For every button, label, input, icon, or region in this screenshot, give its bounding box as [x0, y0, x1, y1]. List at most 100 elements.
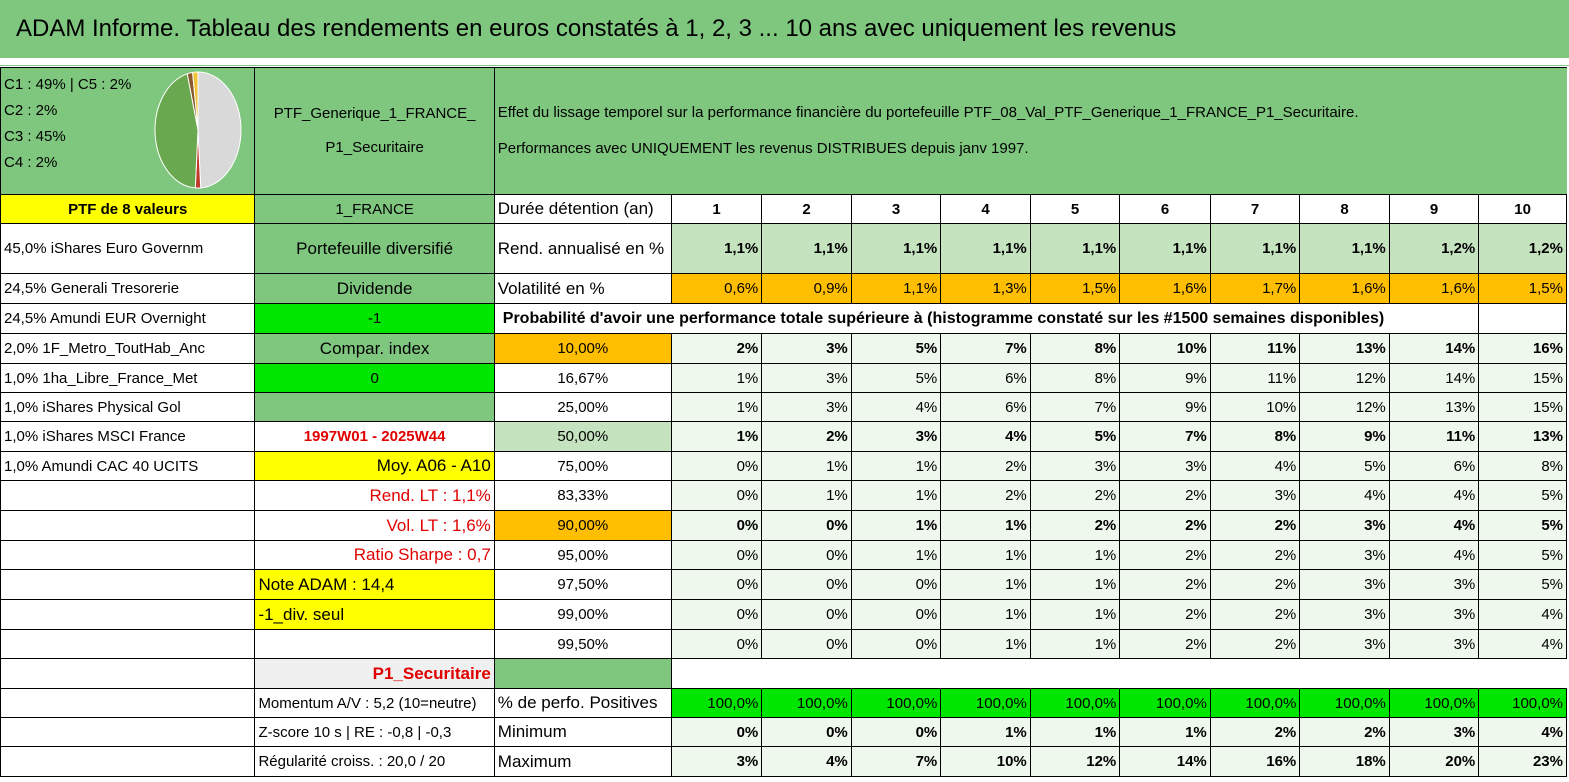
quantile-row: 1,0% iShares Physical Gol 25,00% 1% 3% 4% 6% 7…	[0, 392, 1567, 422]
quantile-value: 7%	[940, 333, 1031, 364]
empty-cell	[0, 480, 256, 511]
year-header: 10	[1478, 194, 1567, 224]
quantile-value: 3%	[1299, 510, 1390, 541]
empty-cell	[0, 510, 256, 541]
holding-item: 2,0% 1F_Metro_ToutHab_Anc	[0, 333, 256, 364]
minus-one-value: -1	[254, 303, 495, 334]
dividend-label: Dividende	[254, 273, 495, 304]
minimum-value: 2%	[1299, 717, 1390, 747]
minimum-value: 0%	[670, 717, 763, 747]
quantile-value: 4%	[1478, 629, 1567, 659]
empty-cell	[254, 629, 495, 659]
positive-row: Momentum A/V : 5,2 (10=neutre)% de perfo…	[0, 688, 1567, 718]
quantile-value: 2%	[1119, 540, 1211, 570]
minimum-value: 0%	[761, 717, 852, 747]
maximum-value: 3%	[670, 746, 763, 777]
quantile-value: 1%	[940, 599, 1031, 630]
quantile-value: 10%	[1209, 392, 1301, 422]
volatility-value: 1,1%	[850, 273, 942, 304]
quantile-value: 0%	[670, 540, 763, 570]
quantile-value: 3%	[1299, 540, 1390, 570]
return-row: 45,0% iShares Euro Governm Portefeuille d…	[0, 223, 1567, 274]
quantile-value: 0%	[850, 569, 942, 600]
probability-header-row: 24,5% Amundi EUR Overnight -1 Probabilité …	[0, 303, 1567, 334]
quantile-value: 0%	[670, 599, 763, 630]
quantile-value: 1%	[850, 510, 942, 541]
quantile-value: 3%	[1209, 480, 1301, 511]
minimum-value: 0%	[850, 717, 942, 747]
quantile-value: 2%	[1119, 629, 1211, 659]
quantile-value: 4%	[850, 392, 942, 422]
year-header: 7	[1209, 194, 1301, 224]
holding-item: 1,0% 1ha_Libre_France_Met	[0, 363, 256, 393]
empty-cell	[671, 658, 1567, 689]
years-header-row: PTF de 8 valeurs 1_FRANCE Durée détention …	[0, 194, 1567, 224]
return-value: 1,1%	[761, 223, 852, 274]
average-label: Moy. A06 - A10	[254, 451, 495, 481]
quantile-label: 99,00%	[493, 599, 672, 630]
quantile-label: 25,00%	[493, 392, 672, 422]
year-header: 6	[1119, 194, 1211, 224]
quantile-value: 2%	[1209, 599, 1301, 630]
year-header: 2	[761, 194, 852, 224]
empty-green-cell	[493, 658, 672, 689]
positive-value: 100,0%	[1478, 688, 1567, 718]
dividend-only-label: -1_div. seul	[254, 599, 495, 630]
quantile-value: 0%	[670, 510, 763, 541]
quantile-value: 1%	[1029, 540, 1121, 570]
quantile-value: 0%	[850, 599, 942, 630]
quantile-value: 3%	[1388, 629, 1480, 659]
quantile-value: 2%	[1029, 480, 1121, 511]
quantile-value: 8%	[1029, 333, 1121, 364]
volatility-value: 0,6%	[670, 273, 763, 304]
quantile-value: 5%	[1478, 569, 1567, 600]
quantile-value: 13%	[1478, 421, 1567, 452]
portfolio-name-cell: PTF_Generique_1_FRANCE_ P1_Securitaire	[254, 67, 495, 195]
quantile-row: 99,50% 0% 0% 0% 1% 1% 2% 2% 3% 3% 4%	[0, 629, 1567, 659]
quantile-row: Note ADAM : 14,4 97,50% 0% 0% 0% 1% 1% 2% 2% 3% 3%…	[0, 569, 1567, 600]
quantile-value: 3%	[761, 363, 852, 393]
legend-line: C2 : 2%	[4, 102, 58, 119]
positive-value: 100,0%	[940, 688, 1031, 718]
quantile-value: 5%	[1299, 451, 1390, 481]
quantile-value: 1%	[850, 451, 942, 481]
quantile-label: 95,00%	[493, 540, 672, 570]
quantile-value: 0%	[670, 480, 763, 511]
quantile-value: 3%	[761, 333, 852, 364]
portfolio-count-label: PTF de 8 valeurs	[0, 194, 256, 224]
return-value: 1,1%	[1209, 223, 1301, 274]
quantile-value: 3%	[1299, 599, 1390, 630]
quantile-row: 1,0% 1ha_Libre_France_Met 0 16,67% 1% 3% 5% 6%…	[0, 363, 1567, 393]
quantile-value: 4%	[1209, 451, 1301, 481]
diversified-label: Portefeuille diversifié	[254, 223, 495, 274]
quantile-value: 3%	[1299, 629, 1390, 659]
quantile-value: 0%	[850, 629, 942, 659]
quantile-value: 2%	[761, 421, 852, 452]
quantile-value: 1%	[850, 540, 942, 570]
pie-slice-c5	[192, 71, 199, 131]
empty-cell	[0, 658, 256, 689]
quantile-value: 13%	[1388, 392, 1480, 422]
period-label: 1997W01 - 2025W44	[254, 421, 495, 452]
maximum-value: 20%	[1388, 746, 1480, 777]
volatility-label: Volatilité en %	[493, 273, 672, 304]
positive-label: % de perfo. Positives	[493, 688, 672, 718]
quantile-value: 2%	[1209, 569, 1301, 600]
probability-label: Probabilité d'avoir une performance tota…	[493, 303, 1479, 334]
year-header: 9	[1388, 194, 1480, 224]
positive-value: 100,0%	[1388, 688, 1480, 718]
quantile-label: 90,00%	[493, 510, 672, 541]
positive-value: 100,0%	[1029, 688, 1121, 718]
compar-index-label: Compar. index	[254, 333, 495, 364]
return-value: 1,1%	[1119, 223, 1211, 274]
legend-line: C1 : 49% | C5 : 2%	[4, 76, 132, 93]
quantile-row: 1,0% Amundi CAC 40 UCITS Moy. A06 - A10 75…	[0, 451, 1567, 481]
positive-value: 100,0%	[670, 688, 763, 718]
quantile-value: 6%	[1388, 451, 1480, 481]
profile-row: P1_Securitaire	[0, 658, 1567, 689]
momentum-label: Momentum A/V : 5,2 (10=neutre)	[254, 688, 495, 718]
empty-cell	[0, 569, 256, 600]
positive-value: 100,0%	[1299, 688, 1390, 718]
holding-item: 45,0% iShares Euro Governm	[0, 223, 256, 274]
long-term-volatility: Vol. LT : 1,6%	[254, 510, 495, 541]
